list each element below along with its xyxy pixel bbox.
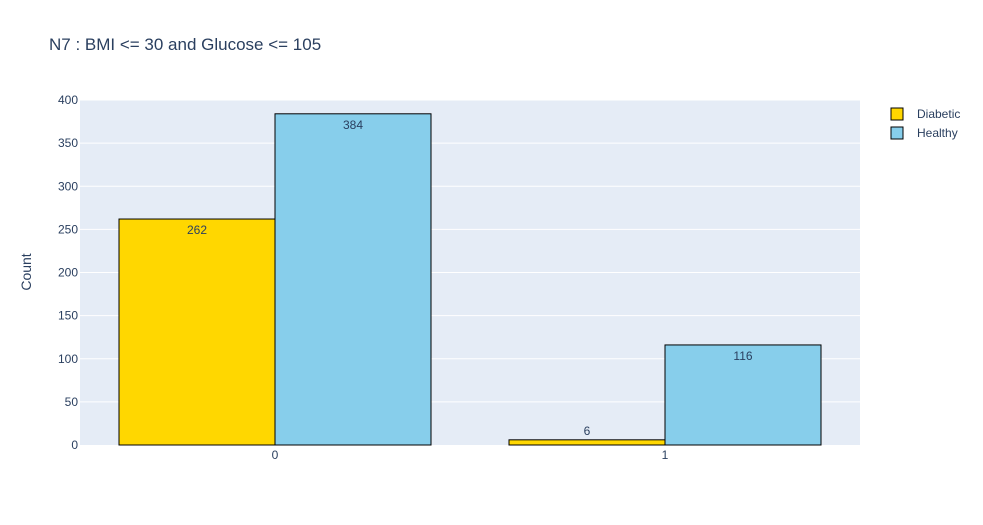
y-tick-label: 200 xyxy=(58,266,78,280)
y-axis: 0 50 100 150 200 250 300 350 400 xyxy=(58,93,78,452)
legend-swatch-healthy xyxy=(890,126,904,140)
bar-value-label: 116 xyxy=(733,349,752,363)
bar-diabetic-1 xyxy=(508,439,666,446)
data-labels: 262 384 6 116 xyxy=(187,118,753,438)
y-tick-label: 250 xyxy=(58,222,78,236)
y-tick-label: 300 xyxy=(58,179,78,193)
legend: Diabetic Healthy xyxy=(890,107,960,140)
bars xyxy=(118,113,822,446)
bar-value-label: 384 xyxy=(343,118,363,132)
bar-value-label: 262 xyxy=(187,223,207,237)
y-tick-label: 150 xyxy=(58,309,78,323)
bar-value-label: 6 xyxy=(584,424,591,438)
chart-title: N7 : BMI <= 30 and Glucose <= 105 xyxy=(49,35,321,54)
x-tick-label: 0 xyxy=(272,448,279,462)
bar-healthy-1 xyxy=(664,344,822,446)
y-tick-label: 400 xyxy=(58,93,78,107)
y-axis-title: Count xyxy=(18,253,34,290)
legend-label-diabetic: Diabetic xyxy=(917,107,960,121)
x-tick-label: 1 xyxy=(662,448,669,462)
legend-label-healthy: Healthy xyxy=(917,126,958,140)
y-tick-label: 0 xyxy=(71,438,78,452)
y-tick-label: 100 xyxy=(58,352,78,366)
y-tick-label: 350 xyxy=(58,136,78,150)
bar-diabetic-0 xyxy=(118,218,276,446)
y-tick-label: 50 xyxy=(65,395,79,409)
bar-healthy-0 xyxy=(274,113,432,446)
legend-swatch-diabetic xyxy=(890,107,904,121)
